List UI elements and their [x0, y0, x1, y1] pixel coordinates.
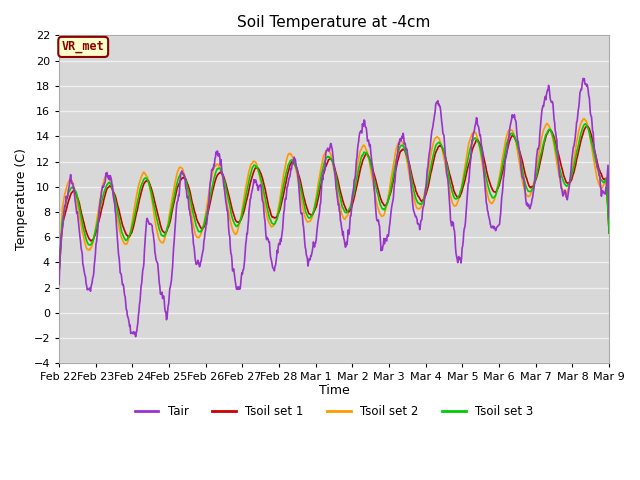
Title: Soil Temperature at -4cm: Soil Temperature at -4cm — [237, 15, 431, 30]
X-axis label: Time: Time — [319, 384, 349, 397]
Legend: Tair, Tsoil set 1, Tsoil set 2, Tsoil set 3: Tair, Tsoil set 1, Tsoil set 2, Tsoil se… — [130, 401, 538, 423]
Text: VR_met: VR_met — [62, 40, 104, 53]
Y-axis label: Temperature (C): Temperature (C) — [15, 148, 28, 250]
